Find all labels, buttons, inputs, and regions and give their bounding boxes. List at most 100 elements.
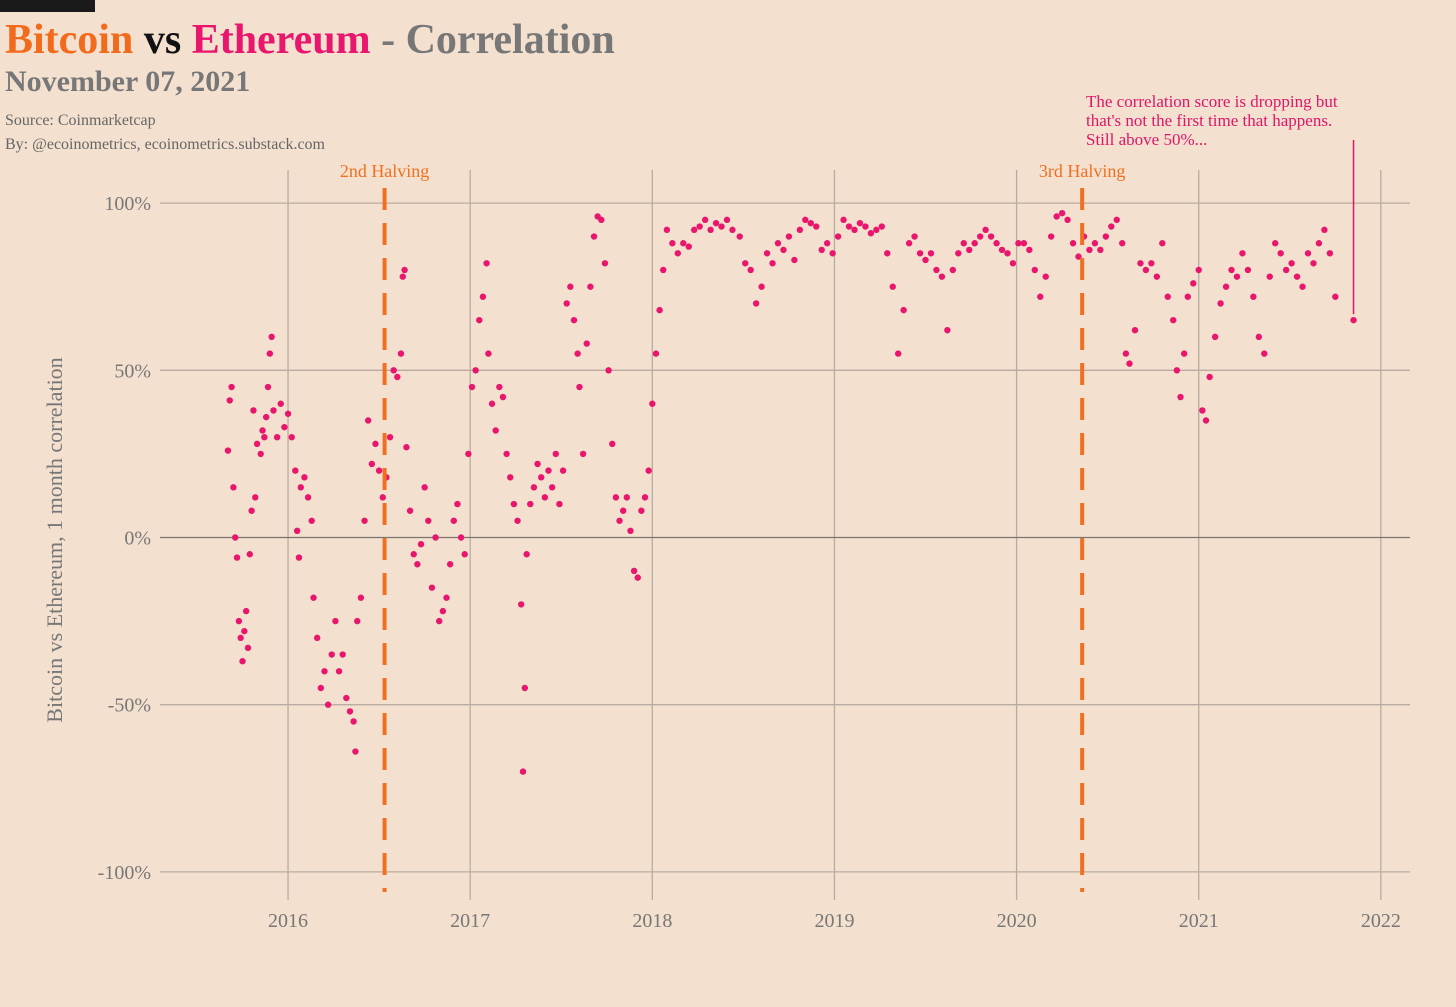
point bbox=[510, 500, 518, 508]
point bbox=[368, 460, 376, 468]
point bbox=[1202, 417, 1210, 424]
point bbox=[1299, 283, 1306, 290]
point bbox=[328, 651, 335, 658]
point bbox=[1058, 209, 1066, 217]
point bbox=[590, 233, 598, 240]
point bbox=[660, 266, 667, 274]
point bbox=[802, 216, 809, 224]
point bbox=[944, 326, 951, 334]
point bbox=[1282, 266, 1290, 274]
point bbox=[976, 233, 984, 240]
point bbox=[656, 306, 663, 314]
point bbox=[1113, 216, 1120, 224]
point bbox=[1239, 250, 1246, 257]
point bbox=[386, 433, 394, 441]
point bbox=[576, 383, 583, 391]
annotation-text: Still above 50%... bbox=[1086, 130, 1207, 149]
point bbox=[239, 658, 246, 665]
point bbox=[468, 383, 476, 391]
point bbox=[436, 617, 443, 625]
point bbox=[1277, 250, 1284, 257]
point bbox=[579, 450, 587, 458]
y-tick-label: 50% bbox=[114, 360, 151, 382]
point bbox=[652, 350, 660, 357]
point bbox=[252, 494, 259, 501]
point bbox=[1126, 360, 1133, 367]
point bbox=[1102, 233, 1110, 240]
point bbox=[446, 561, 454, 568]
point bbox=[350, 718, 357, 725]
point bbox=[401, 266, 408, 274]
point bbox=[763, 250, 771, 257]
point bbox=[321, 668, 328, 675]
point bbox=[758, 283, 765, 290]
point bbox=[1332, 293, 1339, 300]
point bbox=[556, 500, 563, 508]
point bbox=[228, 383, 235, 391]
point bbox=[394, 373, 401, 381]
point bbox=[623, 494, 631, 501]
point bbox=[259, 427, 266, 434]
point bbox=[1315, 240, 1323, 247]
point bbox=[465, 450, 472, 458]
point bbox=[1255, 333, 1263, 341]
point bbox=[1142, 266, 1150, 274]
point bbox=[1190, 280, 1197, 287]
point bbox=[1026, 246, 1033, 254]
point bbox=[262, 413, 270, 421]
point bbox=[517, 601, 525, 608]
point bbox=[521, 684, 529, 692]
point bbox=[780, 246, 787, 254]
point bbox=[253, 440, 261, 448]
point bbox=[1031, 266, 1038, 274]
point bbox=[1217, 300, 1224, 307]
point bbox=[823, 240, 831, 247]
point bbox=[439, 607, 447, 615]
x-tick-label: 2019 bbox=[814, 910, 854, 932]
point bbox=[840, 216, 847, 224]
point bbox=[570, 316, 578, 324]
point bbox=[443, 594, 450, 601]
subtitle: November 07, 2021 bbox=[5, 65, 250, 98]
points bbox=[224, 209, 1357, 775]
point bbox=[663, 226, 671, 234]
point bbox=[281, 423, 288, 431]
point bbox=[233, 554, 241, 561]
point bbox=[403, 444, 410, 451]
point bbox=[645, 467, 652, 474]
point bbox=[308, 517, 315, 524]
point bbox=[873, 226, 880, 234]
point bbox=[428, 584, 436, 591]
point bbox=[707, 226, 714, 234]
annotation-text: that's not the first time that happens. bbox=[1086, 111, 1332, 130]
point bbox=[1137, 260, 1144, 267]
point bbox=[696, 223, 703, 230]
x-tick-label: 2021 bbox=[1179, 910, 1219, 932]
point bbox=[485, 350, 492, 357]
point bbox=[862, 223, 869, 230]
point bbox=[226, 397, 233, 404]
point bbox=[998, 246, 1006, 254]
point bbox=[457, 534, 465, 541]
point bbox=[1069, 240, 1077, 247]
point bbox=[712, 219, 720, 227]
point bbox=[856, 219, 864, 227]
y-tick-label: 100% bbox=[104, 193, 151, 215]
y-axis-label: Bitcoin vs Ethereum, 1 month correlation bbox=[42, 357, 67, 722]
point bbox=[375, 467, 383, 474]
point bbox=[774, 240, 782, 247]
point bbox=[583, 340, 590, 347]
point bbox=[246, 551, 253, 558]
point bbox=[527, 500, 534, 508]
point bbox=[235, 617, 243, 625]
point bbox=[612, 494, 620, 501]
point bbox=[534, 460, 541, 468]
point bbox=[933, 266, 940, 274]
point bbox=[339, 651, 346, 658]
point bbox=[1091, 240, 1099, 247]
point bbox=[379, 494, 386, 501]
point bbox=[354, 617, 361, 625]
point bbox=[346, 708, 354, 715]
y-tick-label: 0% bbox=[124, 528, 151, 550]
